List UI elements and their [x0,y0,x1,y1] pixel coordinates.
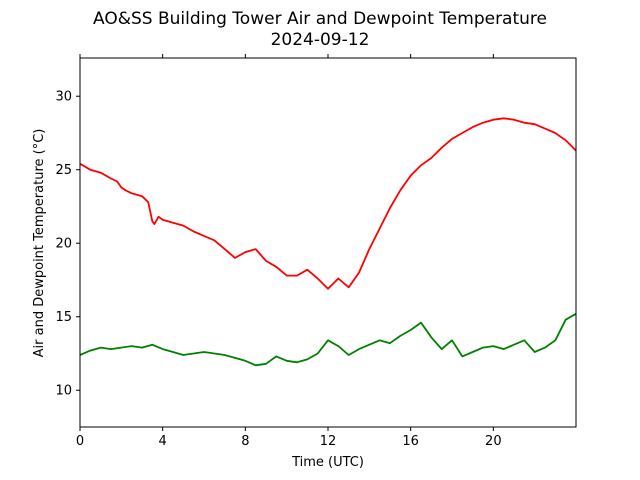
x-axis-label: Time (UTC) [291,455,364,470]
chart-subtitle: 2024-09-12 [271,30,370,50]
series-line-1 [80,313,576,367]
series-layer [80,117,576,367]
y-tick-label-25: 25 [55,163,72,178]
ticks-layer: 0 4 8 12 16 20 10 15 20 25 30 [55,54,502,449]
x-tick-label-0: 0 [76,434,84,449]
x-tick-label-16: 16 [402,434,419,449]
x-tick-label-8: 8 [241,434,249,449]
y-tick-label-30: 30 [55,90,72,105]
y-axis-label: Air and Dewpoint Temperature (°C) [32,129,47,358]
y-tick-label-20: 20 [55,237,72,252]
series-line-0 [80,117,576,290]
y-tick-label-10: 10 [55,384,72,399]
x-tick-label-4: 4 [159,434,167,449]
x-tick-label-12: 12 [320,434,337,449]
chart-title: AO&SS Building Tower Air and Dewpoint Te… [93,9,547,29]
x-tick-label-20: 20 [485,434,502,449]
y-tick-label-15: 15 [55,310,72,325]
